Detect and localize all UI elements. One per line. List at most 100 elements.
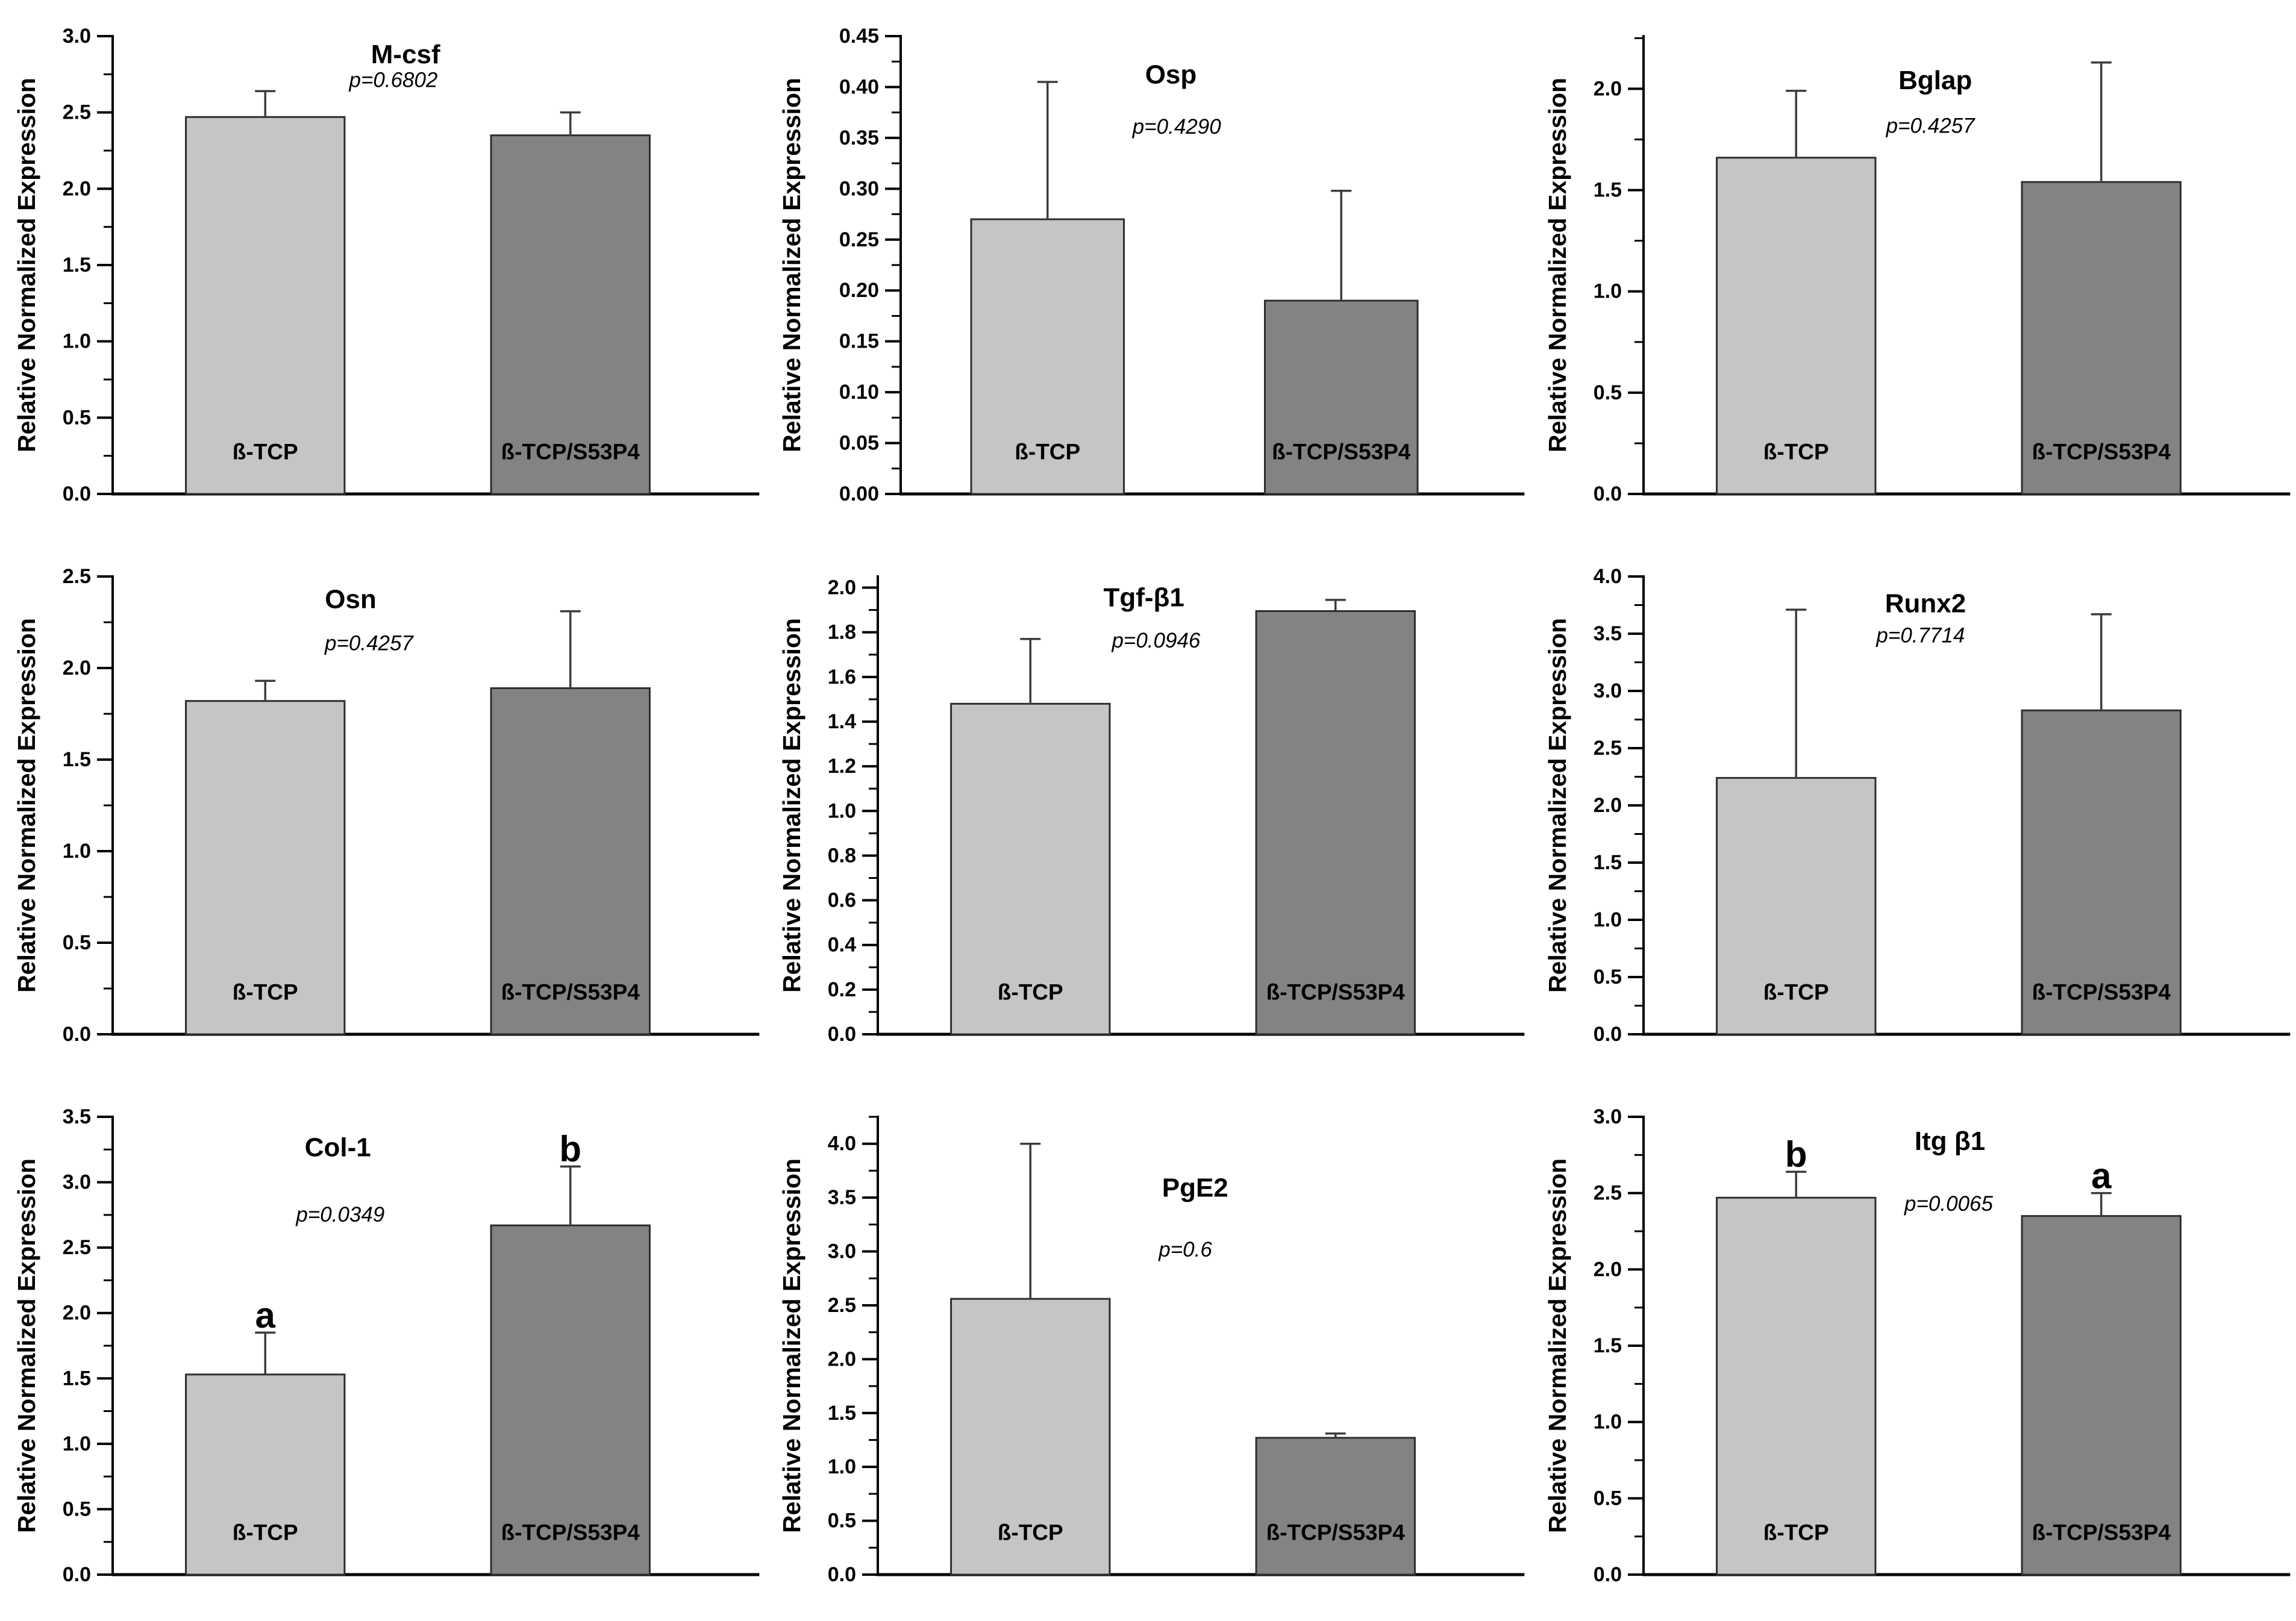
y-tick-label: 0.25: [839, 228, 879, 251]
y-tick-label: 4.0: [1593, 565, 1621, 588]
chart-svg-4: Relative Normalized Expression 0.0 0.5 1.0 1…: [13, 565, 760, 1046]
chart-panel-4: Relative Normalized Expression 0.0 0.5 1.0 1…: [0, 540, 766, 1081]
chart-svg-3: Relative Normalized Expression 0.0 0.5 1.0 1…: [1544, 35, 2290, 505]
y-tick-label: 3.5: [1593, 622, 1621, 645]
y-axis-label: Relative Normalized Expression: [778, 78, 805, 452]
significance-letter: b: [1785, 1134, 1807, 1175]
y-tick-label: 3.0: [63, 1171, 91, 1194]
y-tick-label: 0.05: [839, 432, 879, 455]
bar-btcp-s53p4: [1264, 299, 1419, 495]
category-label: ß-TCP: [233, 980, 298, 1005]
category-label: ß-TCP/S53P4: [501, 1520, 640, 1545]
chart-panel-5: Relative Normalized Expression 0.0 0.2 0.4 0…: [765, 540, 1531, 1081]
y-tick-label: 2.0: [63, 1302, 91, 1325]
chart-svg-8: Relative Normalized Expression 0.0 0.5 1.0 1…: [778, 1116, 1525, 1586]
y-tick-label: 2.0: [1593, 794, 1621, 817]
chart-panel-2: Relative Normalized Expression 0.00 0.05 0.…: [765, 0, 1531, 540]
y-tick-label: 1.0: [1593, 1411, 1621, 1434]
y-tick-label: 1.2: [828, 755, 856, 778]
y-tick-label: 0.5: [1593, 966, 1621, 989]
bar-btcp-s53p4: [2021, 1215, 2182, 1576]
y-tick-label: 0.4: [828, 934, 856, 957]
bar-btcp: [950, 1298, 1111, 1576]
p-value-label: p=0.7714: [1875, 624, 1965, 648]
y-tick-label: 2.0: [63, 177, 91, 200]
y-tick-label: 0.30: [839, 177, 879, 200]
chart-svg-7: Relative Normalized Expression 0.0 0.5 1.0 1…: [13, 1105, 760, 1586]
y-tick-label: 2.0: [63, 657, 91, 679]
y-axis-label: Relative Normalized Expression: [1544, 78, 1571, 452]
y-axis-label: Relative Normalized Expression: [13, 618, 40, 993]
bar-btcp-s53p4: [1255, 610, 1416, 1035]
chart-svg-5: Relative Normalized Expression 0.0 0.2 0.4 0…: [778, 575, 1525, 1046]
chart-panel-8: Relative Normalized Expression 0.0 0.5 1.0 1…: [765, 1081, 1531, 1621]
y-tick-label: 0.0: [828, 1023, 856, 1046]
y-tick-label: 1.0: [63, 1432, 91, 1455]
y-tick-label: 2.5: [1593, 1182, 1621, 1205]
chart-title: Itg β1: [1915, 1126, 1985, 1156]
y-tick-label: 0.0: [63, 483, 91, 505]
y-tick-label: 1.8: [828, 621, 856, 644]
category-label: ß-TCP/S53P4: [1266, 980, 1406, 1005]
y-tick-label: 0.8: [828, 844, 856, 867]
y-axis-label: Relative Normalized Expression: [13, 1158, 40, 1533]
p-value-label: p=0.4257: [324, 631, 414, 655]
p-value-label: p=0.0349: [295, 1203, 384, 1226]
y-tick-label: 0.0: [63, 1023, 91, 1046]
chart-panel-1: Relative Normalized Expression 0.0 0.5 1.0 1…: [0, 0, 766, 540]
y-tick-label: 3.0: [828, 1240, 856, 1263]
chart-title: Bglap: [1898, 66, 1972, 95]
y-tick-label: 1.0: [828, 1455, 856, 1478]
y-tick-label: 0.5: [63, 1498, 91, 1520]
y-tick-label: 1.5: [63, 1367, 91, 1390]
y-tick-label: 2.5: [828, 1294, 856, 1317]
y-tick-label: 1.6: [828, 666, 856, 689]
y-tick-label: 3.5: [828, 1186, 856, 1209]
y-axis-label: Relative Normalized Expression: [13, 78, 40, 452]
y-tick-label: 0.15: [839, 330, 879, 353]
category-label: ß-TCP: [998, 980, 1063, 1005]
y-tick-label: 0.0: [1593, 483, 1621, 505]
y-tick-label: 3.5: [63, 1105, 91, 1128]
y-tick-label: 1.0: [1593, 908, 1621, 931]
y-tick-label: 2.5: [63, 101, 91, 124]
category-label: ß-TCP: [1763, 440, 1828, 464]
y-tick-label: 2.0: [828, 1348, 856, 1370]
category-label: ß-TCP/S53P4: [2032, 440, 2171, 464]
y-tick-label: 1.0: [828, 799, 856, 822]
y-tick-label: 0.20: [839, 279, 879, 302]
y-tick-label: 0.00: [839, 483, 879, 505]
y-tick-label: 0.40: [839, 75, 879, 98]
category-label: ß-TCP: [1763, 980, 1828, 1005]
category-label: ß-TCP/S53P4: [2032, 1520, 2171, 1545]
category-label: ß-TCP: [1763, 1520, 1828, 1545]
category-label: ß-TCP/S53P4: [1266, 1520, 1406, 1545]
chart-title: Osp: [1145, 60, 1197, 89]
y-tick-label: 1.0: [63, 330, 91, 353]
bar-btcp-s53p4: [1255, 1437, 1416, 1576]
chart-svg-9: Relative Normalized Expression 0.0 0.5 1.0 1…: [1544, 1105, 2290, 1586]
y-axis-label: Relative Normalized Expression: [1544, 1158, 1571, 1533]
y-tick-label: 1.5: [1593, 179, 1621, 202]
category-label: ß-TCP: [998, 1520, 1063, 1545]
y-tick-label: 0.5: [828, 1510, 856, 1532]
y-tick-label: 2.0: [1593, 77, 1621, 100]
significance-letter: b: [559, 1129, 581, 1169]
chart-title: PgE2: [1162, 1173, 1228, 1202]
bar-btcp: [185, 700, 346, 1035]
bar-btcp: [185, 116, 346, 495]
y-tick-label: 0.2: [828, 978, 856, 1001]
y-tick-label: 0.5: [1593, 381, 1621, 404]
chart-title: Tgf-β1: [1104, 582, 1184, 612]
chart-svg-2: Relative Normalized Expression 0.00 0.05 0.…: [778, 25, 1525, 505]
y-tick-label: 0.0: [63, 1563, 91, 1586]
bar-btcp-s53p4: [490, 134, 651, 495]
y-tick-label: 0.5: [63, 406, 91, 429]
y-tick-label: 3.0: [1593, 1105, 1621, 1128]
y-tick-label: 0.0: [1593, 1563, 1621, 1586]
y-tick-label: 1.5: [1593, 1334, 1621, 1357]
y-tick-label: 1.5: [1593, 851, 1621, 874]
y-tick-label: 0.5: [1593, 1487, 1621, 1510]
category-label: ß-TCP: [233, 440, 298, 464]
